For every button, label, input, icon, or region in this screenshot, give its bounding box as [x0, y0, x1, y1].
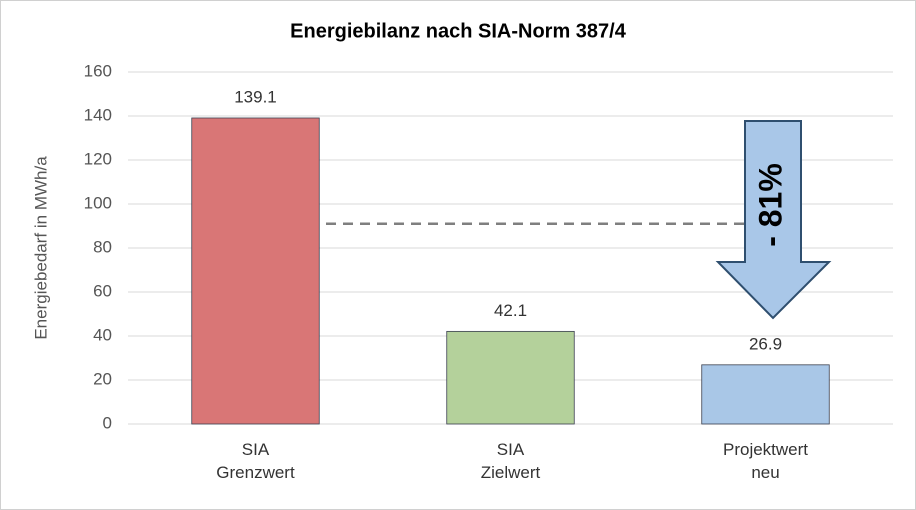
y-tick-label: 60 — [93, 281, 112, 300]
x-tick-label-line: SIA — [497, 440, 525, 459]
y-axis-label: Energiebedarf in MWh/a — [31, 156, 50, 340]
x-tick-label: SIA Zielwert — [481, 440, 541, 482]
bar — [191, 117, 320, 425]
x-tick-label: SIA Grenzwert — [216, 440, 295, 482]
bar — [701, 364, 830, 425]
value-label: 139.1 — [234, 87, 277, 106]
y-tick-label: 0 — [103, 413, 112, 432]
y-tick-label: 140 — [84, 105, 112, 124]
x-tick-label-line: Grenzwert — [216, 463, 295, 482]
x-tick-label-line: neu — [751, 463, 779, 482]
arrow — [715, 120, 832, 320]
value-label: 42.1 — [494, 301, 527, 320]
y-tick-label: 120 — [84, 149, 112, 168]
arrow-label: - 81% — [752, 163, 788, 247]
x-tick-label-line: SIA — [242, 440, 270, 459]
y-tick-label: 100 — [84, 193, 112, 212]
x-tick-label-line: Zielwert — [481, 463, 541, 482]
x-tick-label: Projektwert neu — [723, 440, 808, 482]
value-label: 26.9 — [749, 334, 782, 353]
y-tick-label: 160 — [84, 61, 112, 80]
chart-title: Energiebilanz nach SIA-Norm 387/4 — [290, 20, 627, 42]
y-tick-label: 40 — [93, 325, 112, 344]
y-tick-label: 80 — [93, 237, 112, 256]
x-tick-label-line: Projektwert — [723, 440, 808, 459]
bar — [446, 330, 575, 425]
y-tick-label: 20 — [93, 369, 112, 388]
